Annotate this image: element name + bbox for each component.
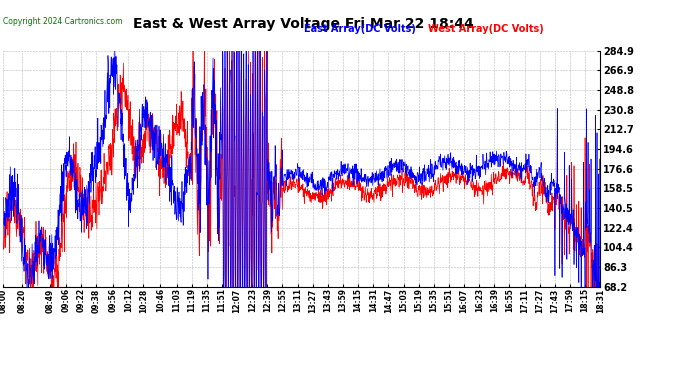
Text: East & West Array Voltage Fri Mar 22 18:44: East & West Array Voltage Fri Mar 22 18:… xyxy=(133,17,474,31)
Text: West Array(DC Volts): West Array(DC Volts) xyxy=(428,24,544,34)
Text: Copyright 2024 Cartronics.com: Copyright 2024 Cartronics.com xyxy=(3,17,123,26)
Text: East Array(DC Volts): East Array(DC Volts) xyxy=(304,24,415,34)
